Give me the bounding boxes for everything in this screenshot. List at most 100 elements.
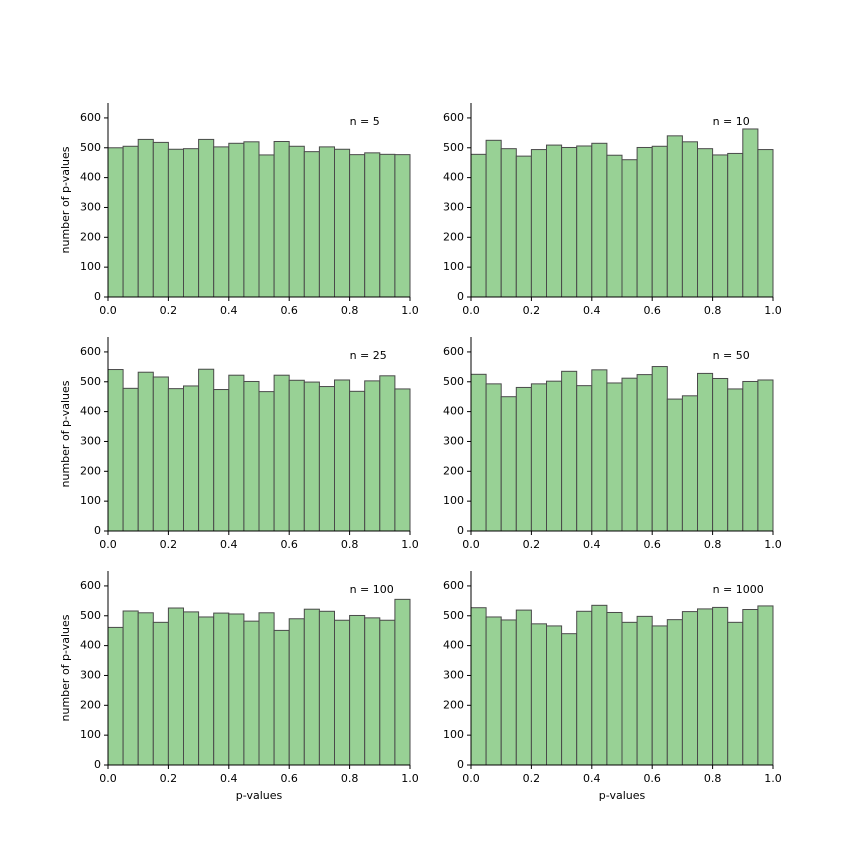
y-tick-label: 500 (80, 141, 101, 154)
bar (394, 388, 411, 532)
bar (697, 608, 714, 766)
bar (243, 141, 260, 298)
x-tick-label: 0.2 (160, 772, 178, 785)
y-tick-label: 0 (94, 290, 101, 303)
y-tick-label: 600 (443, 579, 464, 592)
bar (152, 621, 169, 766)
bar (727, 152, 744, 298)
y-tick-label: 100 (443, 260, 464, 273)
bar (198, 138, 215, 298)
y-tick-label: 300 (80, 668, 101, 681)
y-tick-label: 300 (80, 434, 101, 447)
bar (561, 146, 578, 298)
bar (379, 153, 396, 298)
bar (606, 611, 623, 766)
x-tick-label: 0.4 (583, 538, 601, 551)
bar (198, 368, 215, 532)
bar (727, 621, 744, 766)
y-tick-label: 300 (80, 200, 101, 213)
y-tick-label: 100 (443, 494, 464, 507)
bar (515, 386, 532, 532)
bar (303, 151, 320, 298)
y-tick-label: 0 (457, 758, 464, 771)
bar (122, 145, 139, 298)
bar (318, 146, 335, 298)
x-tick-label: 1.0 (764, 538, 782, 551)
y-tick-label: 100 (80, 728, 101, 741)
x-tick-label: 0.2 (160, 538, 178, 551)
bar (213, 612, 230, 766)
bar (697, 148, 714, 298)
x-tick-label: 0.8 (704, 304, 722, 317)
bar (122, 387, 139, 532)
bar (152, 141, 169, 298)
x-axis-label: p-values (236, 789, 283, 802)
annotation: n = 1000 (713, 583, 764, 596)
y-tick-label: 600 (80, 579, 101, 592)
bar (651, 625, 668, 766)
bar (621, 159, 638, 298)
bar (364, 380, 381, 532)
x-tick-label: 0.2 (523, 772, 541, 785)
bar (167, 148, 184, 298)
bar (636, 615, 653, 766)
x-tick-label: 0.0 (99, 304, 117, 317)
x-tick-label: 0.8 (341, 772, 359, 785)
bar (621, 621, 638, 766)
y-tick-label: 200 (443, 464, 464, 477)
y-tick-label: 300 (443, 434, 464, 447)
y-tick-label: 500 (443, 375, 464, 388)
bar (591, 142, 608, 298)
y-tick-label: 200 (443, 230, 464, 243)
bar (530, 149, 548, 298)
x-tick-label: 0.6 (643, 538, 661, 551)
bar (394, 154, 411, 298)
bar (666, 135, 683, 298)
bar (107, 369, 124, 532)
annotation: n = 25 (350, 349, 387, 362)
bar (198, 616, 215, 766)
x-tick-label: 0.6 (643, 304, 661, 317)
bar (606, 154, 623, 298)
y-tick-label: 400 (443, 171, 464, 184)
bar (288, 379, 305, 532)
bar (379, 375, 396, 532)
bar (334, 619, 351, 766)
y-tick-label: 100 (80, 494, 101, 507)
y-tick-label: 600 (443, 345, 464, 358)
bar (228, 374, 245, 532)
bar (681, 141, 699, 298)
x-tick-label: 0.4 (583, 772, 601, 785)
bar (742, 128, 759, 298)
x-tick-label: 0.6 (643, 772, 661, 785)
bar (712, 606, 729, 766)
bar (500, 619, 517, 766)
bar (137, 371, 154, 532)
bar (303, 381, 320, 532)
y-tick-label: 400 (80, 171, 101, 184)
y-tick-label: 500 (443, 141, 464, 154)
bar (258, 612, 275, 766)
bar (500, 396, 517, 532)
bar (485, 139, 502, 298)
y-tick-label: 0 (457, 524, 464, 537)
bar (651, 366, 668, 532)
y-tick-label: 200 (443, 698, 464, 711)
bar (712, 154, 729, 298)
x-tick-label: 0.0 (462, 304, 480, 317)
bar (122, 610, 139, 766)
x-tick-label: 0.8 (341, 538, 359, 551)
bar (394, 598, 411, 766)
bar (681, 395, 699, 532)
bar (636, 374, 653, 532)
bar (757, 149, 774, 298)
bar (228, 142, 245, 298)
bar (515, 155, 532, 298)
bar (591, 369, 608, 532)
y-tick-label: 500 (80, 375, 101, 388)
x-tick-label: 0.8 (704, 772, 722, 785)
bar (183, 148, 200, 298)
bar (152, 376, 169, 532)
bar (712, 377, 729, 532)
bar (288, 618, 305, 766)
